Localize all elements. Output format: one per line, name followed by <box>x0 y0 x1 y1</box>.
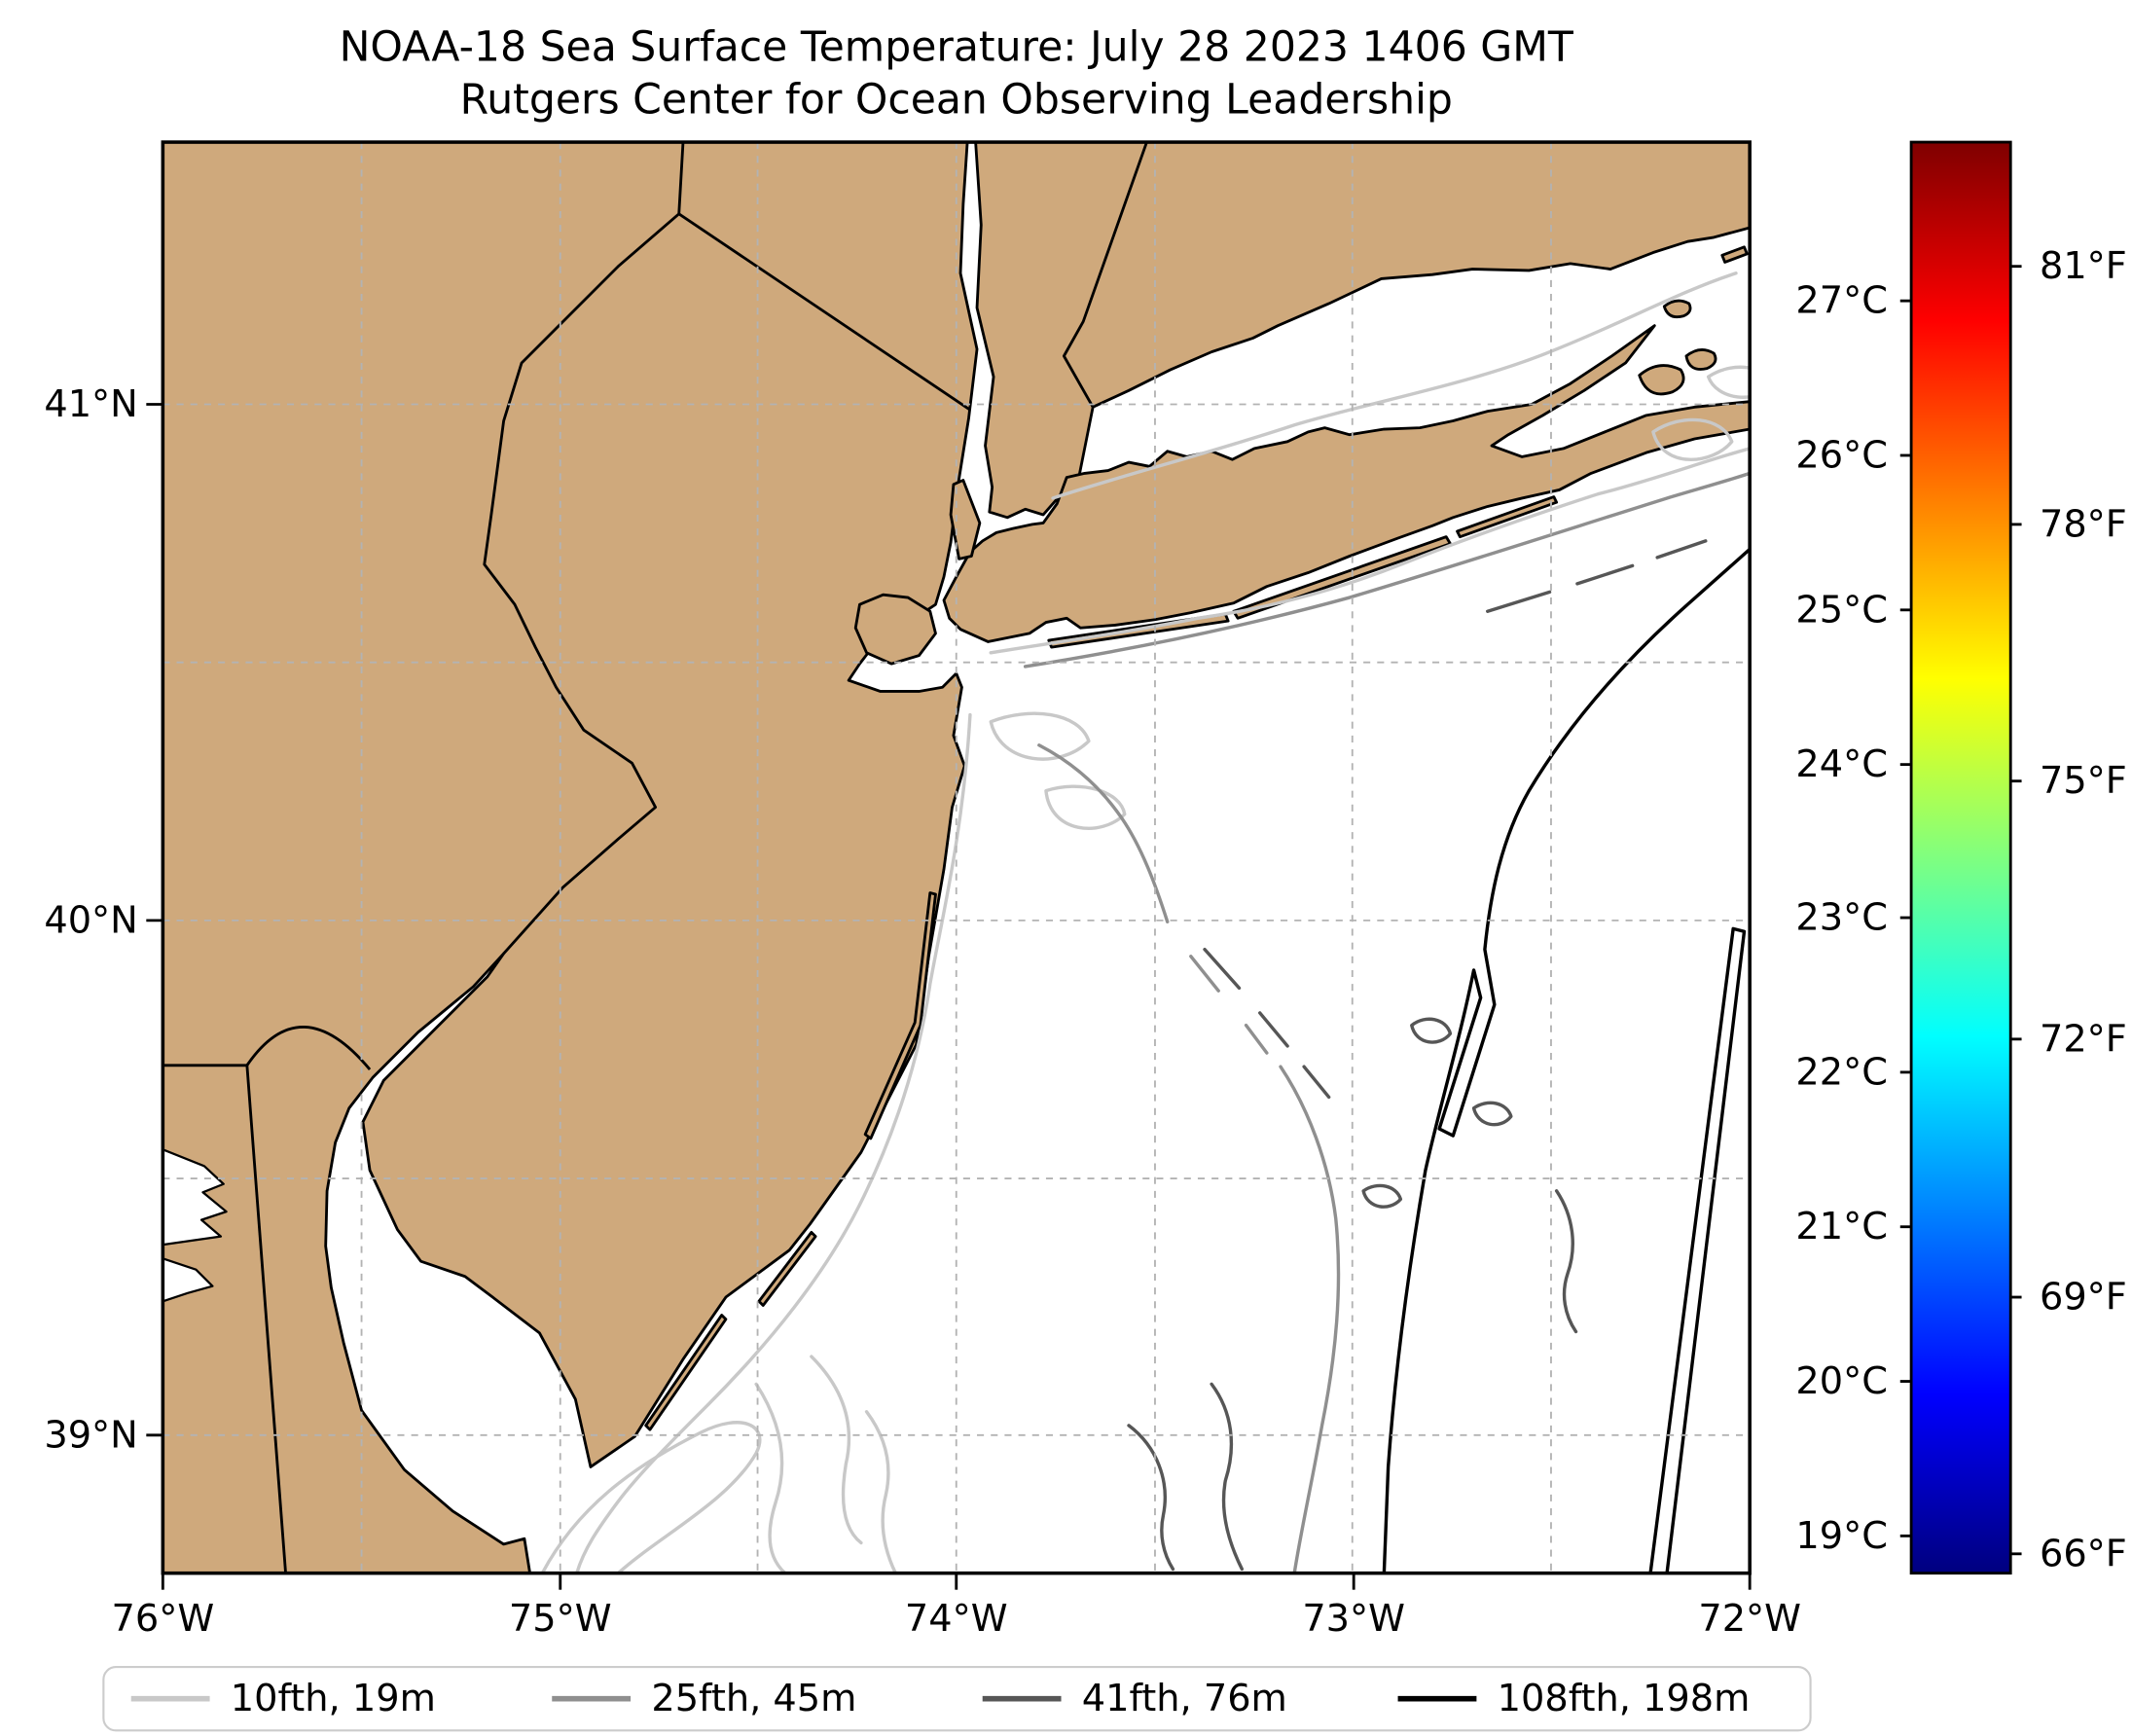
contour-10fth-nj-shore <box>575 712 972 1573</box>
contour-41fth-loop-1 <box>1410 1017 1453 1044</box>
cbar-label-21c: 21°C <box>1795 1205 1888 1248</box>
contour-25fth-li-offshore <box>1023 471 1751 669</box>
contour-41fth-dash-3 <box>1655 539 1708 560</box>
contour-10fth-li-shore <box>989 447 1751 655</box>
barrier-island-westhampton <box>1456 495 1559 539</box>
contour-41fth-wiggle-1 <box>1127 1424 1175 1572</box>
island-shelter <box>1638 364 1685 396</box>
lat-label-39n: 39°N <box>44 1413 137 1457</box>
border-md-de-ns <box>245 1065 287 1573</box>
contour-41fth-dash-2 <box>1575 563 1635 586</box>
border-twelve-mile-arc <box>245 1026 372 1070</box>
contour-10fth-shoal-finger-1 <box>754 1382 787 1573</box>
cbar-label-27c: 27°C <box>1795 279 1888 323</box>
lon-label-73w: 73°W <box>1302 1597 1405 1641</box>
cbar-label-20c: 20°C <box>1795 1359 1888 1403</box>
contour-10fth-east-loop-2 <box>1706 365 1751 399</box>
state-borders <box>163 142 1148 1573</box>
contour-41fth-seg-3 <box>1302 1065 1331 1100</box>
cbar-label-81f: 81°F <box>2040 244 2127 288</box>
border-ny-ct <box>1062 142 1148 409</box>
contour-25fth-hudson-valley-4 <box>1279 1065 1341 1573</box>
legend-label-108fth: 108fth, 198m <box>1498 1677 1751 1720</box>
chesapeake-arm-upper <box>163 1148 228 1247</box>
colorbar-gradient <box>1909 140 2012 1575</box>
contour-41fth-loop-2 <box>1471 1101 1513 1127</box>
map-content <box>163 142 1751 1573</box>
cbar-label-24c: 24°C <box>1795 742 1888 786</box>
colorbar-celsius-labels: 27°C 26°C 25°C 24°C 23°C 22°C 21°C 20°C … <box>1795 279 1888 1558</box>
barrier-island-atlantic-city <box>757 1230 817 1307</box>
cbar-label-26c: 26°C <box>1795 433 1888 477</box>
cbar-label-25c: 25°C <box>1795 588 1888 632</box>
contour-10fth-bay-mouth <box>540 1421 762 1573</box>
contour-10fth-li-sound <box>1051 271 1738 500</box>
cbar-label-78f: 78°F <box>2040 502 2127 546</box>
cbar-label-75f: 75°F <box>2040 759 2127 803</box>
lon-label-75w: 75°W <box>509 1597 612 1641</box>
contour-10fth-east-loop-1 <box>1651 417 1734 461</box>
border-ny-nj <box>677 212 971 412</box>
contour-10fth-shoal-finger-2 <box>810 1355 863 1545</box>
legend-label-25fth: 25fth, 45m <box>651 1677 856 1720</box>
barrier-island-wildwood <box>644 1314 728 1431</box>
colorbar: 27°C 26°C 25°C 24°C 23°C 22°C 21°C 20°C … <box>1795 140 2127 1575</box>
contour-41fth-seg-1 <box>1203 947 1242 991</box>
axis-labels: 41°N 40°N 39°N 76°W 75°W 74°W 73°W 72°W <box>44 382 1801 1641</box>
lon-label-72w: 72°W <box>1698 1597 1801 1641</box>
island-gardiners <box>1684 348 1717 371</box>
land-manhattan <box>949 479 982 561</box>
contour-108fth-canyon-v <box>1648 926 1747 1573</box>
bathymetry-108fth-contours <box>1382 547 1751 1573</box>
barrier-island-long-beach-island <box>863 891 937 1140</box>
border-delaware-river <box>483 142 685 955</box>
land-mainland-east-connecticut <box>974 142 1751 520</box>
bathymetry-41fth-contours <box>1127 539 1708 1572</box>
contour-25fth-hudson-valley-3 <box>1244 1023 1269 1055</box>
bathymetry-25fth-contours <box>1023 471 1751 1573</box>
figure-subtitle: Rutgers Center for Ocean Observing Leade… <box>460 76 1453 124</box>
contour-10fth-apex-loop-2 <box>1044 784 1127 830</box>
colorbar-ticks <box>1899 265 2022 1556</box>
cbar-label-23c: 23°C <box>1795 896 1888 940</box>
estuary-cuts <box>163 1148 228 1303</box>
contour-41fth-wiggle-3 <box>1554 1189 1578 1334</box>
cbar-label-66f: 66°F <box>2040 1532 2127 1575</box>
legend-label-10fth: 10fth, 19m <box>231 1677 436 1720</box>
chesapeake-arm-lower <box>163 1257 214 1303</box>
contour-10fth-apex-loop-1 <box>989 711 1091 761</box>
land-group <box>163 142 1751 1573</box>
contour-41fth-wiggle-2 <box>1210 1382 1245 1572</box>
cbar-label-72f: 72°F <box>2040 1017 2127 1061</box>
contour-25fth-hudson-valley-1 <box>1037 743 1170 924</box>
contour-41fth-dash-1 <box>1486 590 1552 613</box>
contour-108fth-shelf-break <box>1382 547 1751 1573</box>
cbar-label-19c: 19°C <box>1795 1514 1888 1558</box>
lat-label-41n: 41°N <box>44 382 137 426</box>
cbar-label-69f: 69°F <box>2040 1276 2127 1320</box>
colorbar-fahrenheit-labels: 81°F 78°F 75°F 72°F 69°F 66°F <box>2040 244 2127 1575</box>
graticule <box>163 142 1751 1573</box>
cbar-label-22c: 22°C <box>1795 1050 1888 1094</box>
legend-box <box>102 1666 1812 1732</box>
legend-label-41fth: 41fth, 76m <box>1082 1677 1287 1720</box>
land-staten-island <box>853 593 937 666</box>
island-plum <box>1662 299 1692 319</box>
contour-25fth-hudson-valley-2 <box>1189 955 1220 993</box>
figure-title: NOAA-18 Sea Surface Temperature: July 28… <box>340 23 1574 71</box>
contour-41fth-loop-3 <box>1361 1183 1403 1209</box>
depth-contour-legend: 10fth, 19m 25fth, 45m 41fth, 76m 108fth,… <box>102 1666 1812 1732</box>
lon-label-74w: 74°W <box>905 1597 1008 1641</box>
axis-ticks <box>146 403 1752 1590</box>
contour-41fth-seg-2 <box>1258 1011 1289 1048</box>
lon-label-76w: 76°W <box>112 1597 215 1641</box>
bathymetry-10fth-contours <box>540 271 1751 1573</box>
island-fishers <box>1720 245 1749 264</box>
lat-label-40n: 40°N <box>44 898 137 942</box>
